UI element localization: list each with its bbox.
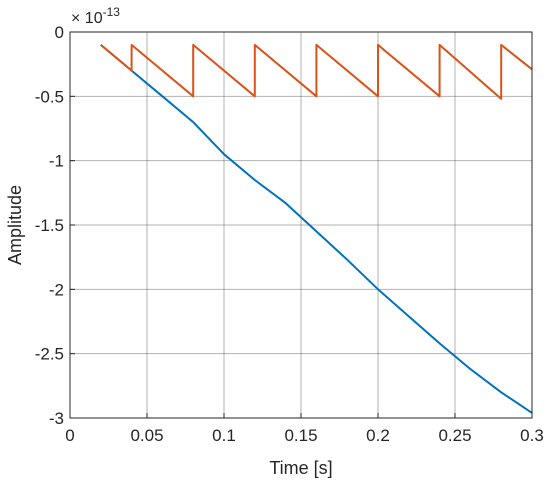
y-exponent-label: × 10-13 [71, 5, 120, 27]
x-axis-label: Time [s] [269, 458, 332, 478]
x-tick-label: 0.2 [366, 426, 390, 445]
x-tick-labels: 0 0.05 0.1 0.15 0.2 0.25 0.3 [65, 426, 544, 445]
y-tick-label: 0 [55, 23, 64, 42]
y-exponent-power: -13 [103, 5, 121, 19]
x-tick-label: 0.15 [284, 426, 317, 445]
plot-frame [69, 31, 533, 419]
y-tick-label: -2 [49, 280, 64, 299]
y-axis-label: Amplitude [5, 185, 25, 265]
x-tick-label: 0.3 [520, 426, 544, 445]
x-tick-label: 0.05 [130, 426, 163, 445]
y-tick-label: -3 [49, 409, 64, 428]
y-exponent-base: × 10 [71, 10, 103, 27]
y-tick-label: -1.5 [35, 216, 64, 235]
series-line-2 [100, 43, 533, 100]
x-tick-label: 0 [65, 426, 74, 445]
y-tick-label: -2.5 [35, 345, 64, 364]
x-tick-label: 0.25 [438, 426, 471, 445]
plot-area [70, 32, 532, 418]
series-line-1 [100, 44, 533, 414]
x-tick-label: 0.1 [212, 426, 236, 445]
y-tick-label: -1 [49, 152, 64, 171]
series-group [100, 43, 533, 414]
y-tick-label: -0.5 [35, 87, 64, 106]
y-tick-labels: 0 -0.5 -1 -1.5 -2 -2.5 -3 [35, 23, 64, 428]
